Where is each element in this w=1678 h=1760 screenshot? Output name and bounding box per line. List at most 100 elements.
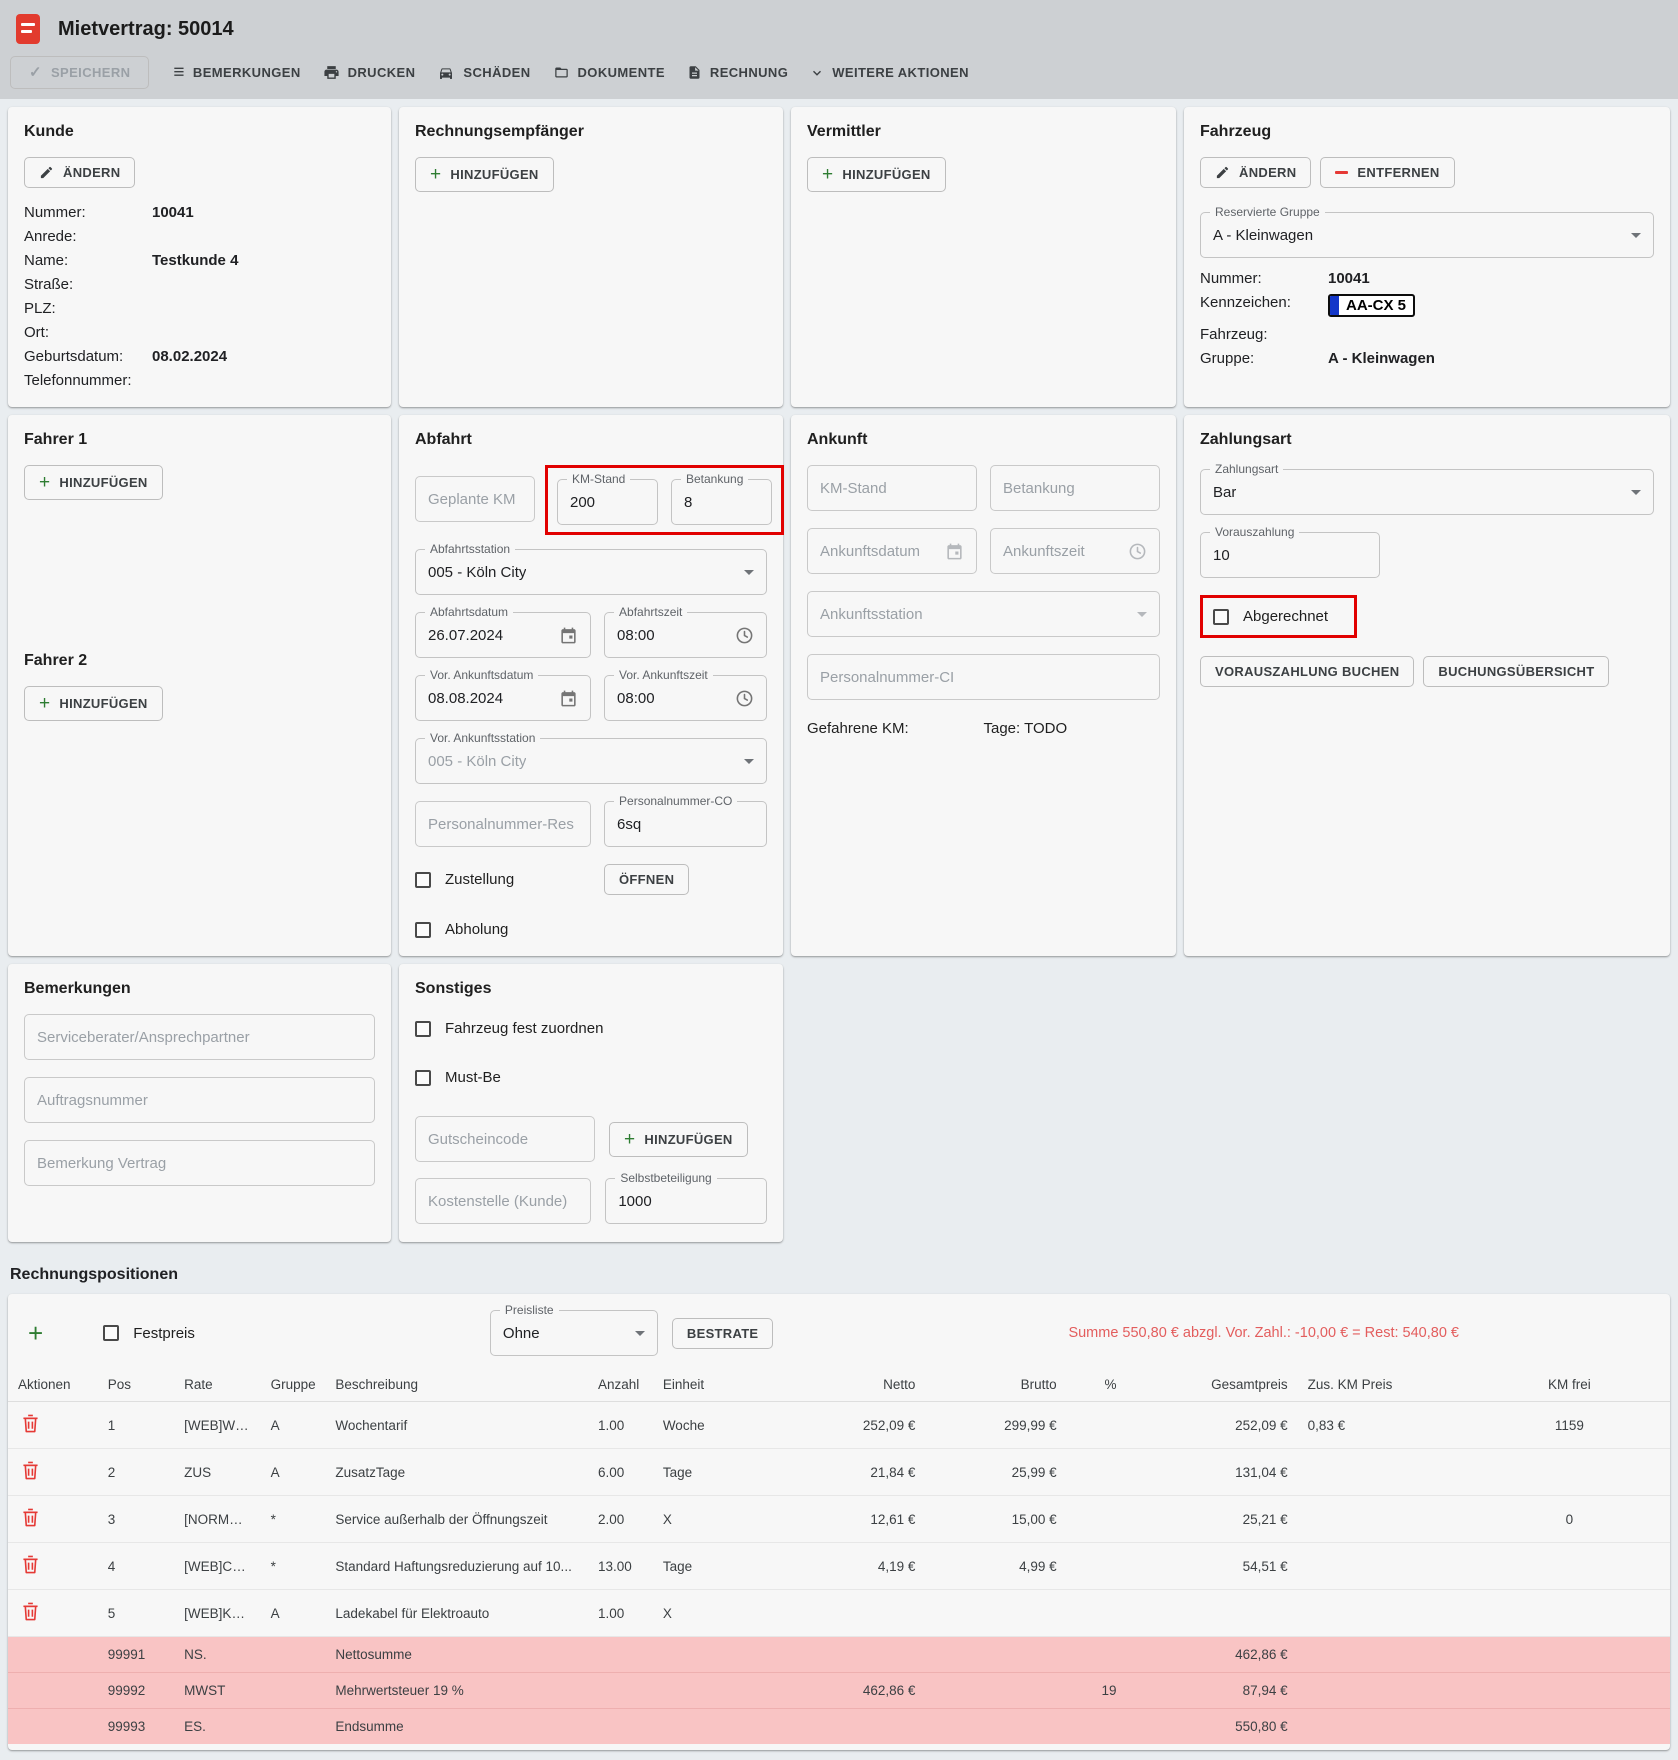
abfahrt-betankung-input[interactable]: Betankung 8 xyxy=(671,479,772,525)
selbstbeteiligung-input[interactable]: Selbstbeteiligung 1000 xyxy=(605,1178,767,1224)
abfahrtszeit-input[interactable]: Abfahrtszeit 08:00 xyxy=(604,612,767,658)
speichern-button[interactable]: ✓ SPEICHERN xyxy=(10,56,149,89)
main-grid: Kunde ÄNDERN Nummer:10041Anrede:Name:Tes… xyxy=(0,99,1678,1250)
ankunft-km-stand-input[interactable]: KM-Stand xyxy=(807,465,977,511)
personalnummer-res-placeholder: Personalnummer-Res xyxy=(428,816,574,833)
clock-icon[interactable] xyxy=(735,689,754,708)
rechnung-button[interactable]: RECHNUNG xyxy=(681,58,794,87)
fahrer2-hinzufuegen-button[interactable]: + HINZUFÜGEN xyxy=(24,686,163,721)
auftragsnummer-input[interactable]: Auftragsnummer xyxy=(24,1077,375,1123)
gutschein-hinzufuegen-label: HINZUFÜGEN xyxy=(644,1132,732,1147)
fahrzeug-fest-checkbox[interactable] xyxy=(415,1021,431,1037)
ankunftsstation-select[interactable]: Ankunftsstation xyxy=(807,591,1160,637)
sonstiges-card: Sonstiges Fahrzeug fest zuordnen Must-Be… xyxy=(399,964,783,1242)
rechnungsempfaenger-hinzufuegen-button[interactable]: + HINZUFÜGEN xyxy=(415,157,554,192)
buchungsuebersicht-button[interactable]: BUCHUNGSÜBERSICHT xyxy=(1423,656,1609,687)
weitere-aktionen-label: WEITERE AKTIONEN xyxy=(832,65,969,80)
weitere-aktionen-button[interactable]: WEITERE AKTIONEN xyxy=(804,59,975,86)
rechnungsempfaenger-hinzufuegen-label: HINZUFÜGEN xyxy=(450,167,538,182)
zustellung-checkbox[interactable] xyxy=(415,872,431,888)
cell-km-frei xyxy=(1469,1543,1670,1590)
abholung-label: Abholung xyxy=(445,921,508,938)
abholung-checkbox[interactable] xyxy=(415,922,431,938)
cell-rate: [WEB]CD... xyxy=(174,1543,260,1590)
delete-row-button[interactable] xyxy=(18,1600,43,1626)
cell-anzahl: 1.00 xyxy=(588,1590,653,1637)
field-label: Anrede: xyxy=(24,228,152,245)
cell-netto xyxy=(739,1590,925,1637)
kunde-aendern-button[interactable]: ÄNDERN xyxy=(24,157,135,188)
drucken-button[interactable]: DRUCKEN xyxy=(317,58,422,87)
cell-anzahl xyxy=(588,1709,653,1745)
bemerkungen-button[interactable]: ≡ BEMERKUNGEN xyxy=(167,57,306,88)
geplante-km-input[interactable]: Geplante KM xyxy=(415,476,535,522)
plus-icon: + xyxy=(39,473,50,492)
vor-ankunftsdatum-label: Vor. Ankunftsdatum xyxy=(425,668,538,682)
add-position-button[interactable]: + xyxy=(24,1320,47,1346)
reservierte-gruppe-select[interactable]: Reservierte Gruppe A - Kleinwagen xyxy=(1200,212,1654,258)
zustellung-row: Zustellung ÖFFNEN xyxy=(415,864,767,895)
ankunft-betankung-input[interactable]: Betankung xyxy=(990,465,1160,511)
cell-rate: ZUS xyxy=(174,1449,260,1496)
bemerkung-vertrag-placeholder: Bemerkung Vertrag xyxy=(37,1155,166,1172)
abfahrtsdatum-value: 26.07.2024 xyxy=(428,627,503,644)
fahrer-card: Fahrer 1 + HINZUFÜGEN Fahrer 2 + HINZUFÜ… xyxy=(8,415,391,956)
abfahrtsstation-label: Abfahrtsstation xyxy=(425,542,515,556)
delete-row-button[interactable] xyxy=(18,1412,43,1438)
invoice-document-icon xyxy=(687,64,702,81)
column-header-pct: % xyxy=(1067,1368,1127,1402)
abfahrtsstation-select[interactable]: Abfahrtsstation 005 - Köln City xyxy=(415,549,767,595)
must-be-checkbox[interactable] xyxy=(415,1070,431,1086)
cell-rate: [NORMAL... xyxy=(174,1496,260,1543)
calendar-icon[interactable] xyxy=(559,689,578,708)
ankunftsdatum-input[interactable]: Ankunftsdatum xyxy=(807,528,977,574)
speichern-label: SPEICHERN xyxy=(51,65,130,80)
abfahrt-km-stand-input[interactable]: KM-Stand 200 xyxy=(557,479,658,525)
gutschein-hinzufuegen-button[interactable]: + HINZUFÜGEN xyxy=(609,1122,748,1157)
fahrzeug-entfernen-button[interactable]: ENTFERNEN xyxy=(1320,157,1454,188)
clock-icon[interactable] xyxy=(735,626,754,645)
zustellung-label: Zustellung xyxy=(445,871,514,888)
clock-icon[interactable] xyxy=(1128,542,1147,561)
plus-icon: + xyxy=(624,1130,635,1149)
ankunftszeit-input[interactable]: Ankunftszeit xyxy=(990,528,1160,574)
calendar-icon[interactable] xyxy=(945,542,964,561)
oeffnen-button[interactable]: ÖFFNEN xyxy=(604,864,689,895)
bestrate-button[interactable]: BESTRATE xyxy=(672,1318,774,1349)
serviceberater-input[interactable]: Serviceberater/Ansprechpartner xyxy=(24,1014,375,1060)
fahrer1-hinzufuegen-button[interactable]: + HINZUFÜGEN xyxy=(24,465,163,500)
personalnummer-ci-input[interactable]: Personalnummer-CI xyxy=(807,654,1160,700)
delete-row-button[interactable] xyxy=(18,1553,43,1579)
vorauszahlung-input[interactable]: Vorauszahlung 10 xyxy=(1200,532,1380,578)
cell-brutto: 299,99 € xyxy=(925,1402,1066,1449)
fahrzeug-entfernen-label: ENTFERNEN xyxy=(1357,165,1439,180)
calendar-icon[interactable] xyxy=(559,626,578,645)
kostenstelle-input[interactable]: Kostenstelle (Kunde) xyxy=(415,1178,591,1224)
vor-ankunftszeit-input[interactable]: Vor. Ankunftszeit 08:00 xyxy=(604,675,767,721)
vor-ankunftszeit-label: Vor. Ankunftszeit xyxy=(614,668,713,682)
abfahrtsdatum-input[interactable]: Abfahrtsdatum 26.07.2024 xyxy=(415,612,591,658)
vor-ankunftsdatum-input[interactable]: Vor. Ankunftsdatum 08.08.2024 xyxy=(415,675,591,721)
preisliste-select[interactable]: Preisliste Ohne xyxy=(490,1310,658,1356)
bemerkung-vertrag-input[interactable]: Bemerkung Vertrag xyxy=(24,1140,375,1186)
cell-km-frei xyxy=(1469,1637,1670,1673)
abfahrt-card: Abfahrt Geplante KM KM-Stand 200 Betanku… xyxy=(399,415,783,956)
vorauszahlung-buchen-button[interactable]: VORAUSZAHLUNG BUCHEN xyxy=(1200,656,1414,687)
dokumente-button[interactable]: DOKUMENTE xyxy=(547,59,671,86)
festpreis-checkbox[interactable] xyxy=(103,1325,119,1341)
abgerechnet-checkbox[interactable] xyxy=(1213,609,1229,625)
personalnummer-co-input[interactable]: Personalnummer-CO 6sq xyxy=(604,801,767,847)
delete-row-button[interactable] xyxy=(18,1506,43,1532)
fahrzeug-aendern-button[interactable]: ÄNDERN xyxy=(1200,157,1311,188)
zahlungsart-select[interactable]: Zahlungsart Bar xyxy=(1200,469,1654,515)
gutscheincode-row: Gutscheincode + HINZUFÜGEN xyxy=(415,1116,767,1162)
field-value xyxy=(152,372,375,389)
schaeden-button[interactable]: SCHÄDEN xyxy=(431,59,536,87)
delete-row-button[interactable] xyxy=(18,1459,43,1485)
personalnummer-res-input[interactable]: Personalnummer-Res xyxy=(415,801,591,847)
gutscheincode-input[interactable]: Gutscheincode xyxy=(415,1116,595,1162)
cell-km-frei: 0 xyxy=(1469,1496,1670,1543)
serviceberater-placeholder: Serviceberater/Ansprechpartner xyxy=(37,1029,250,1046)
vermittler-hinzufuegen-button[interactable]: + HINZUFÜGEN xyxy=(807,157,946,192)
vor-ankunftsstation-select[interactable]: Vor. Ankunftsstation 005 - Köln City xyxy=(415,738,767,784)
